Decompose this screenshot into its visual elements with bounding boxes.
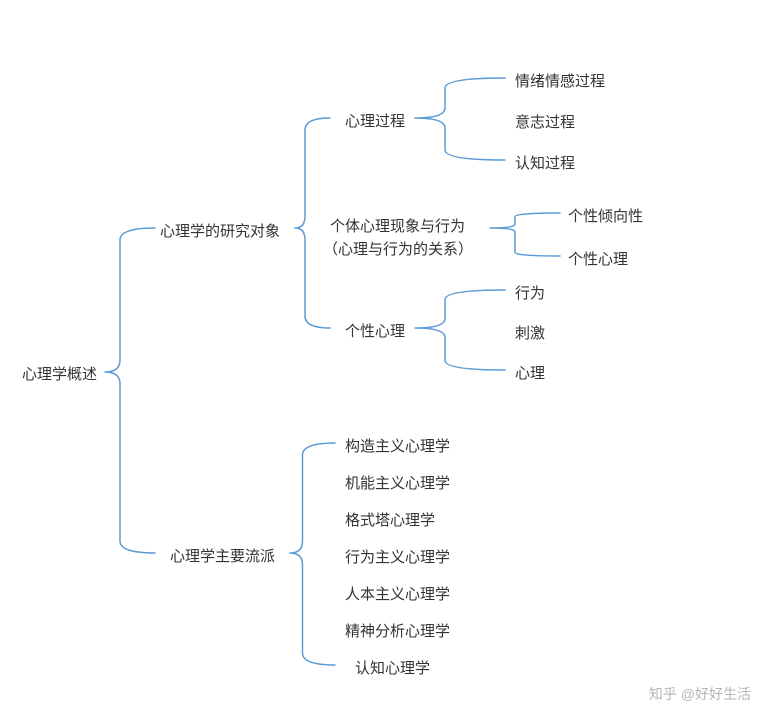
watermark: 知乎 @好好生活: [649, 684, 751, 704]
bracket-svg: [0, 0, 763, 712]
